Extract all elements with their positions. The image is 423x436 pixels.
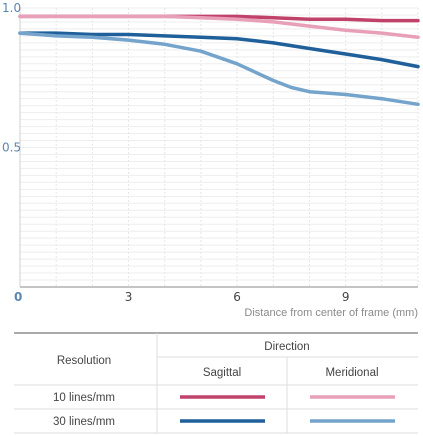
- y-tick-label: 0.5: [2, 141, 21, 155]
- x-tick-label: 3: [125, 290, 133, 304]
- legend-meridional-header: Meridional: [325, 367, 378, 379]
- x-axis-label: Distance from center of frame (mm): [244, 307, 418, 319]
- mtf-chart: 0 3 6 9 0.5 1.0 Distance from center of frame…: [2, 1, 420, 319]
- chart-grid: [19, 7, 419, 288]
- chart-ticks: 0 3 6 9 0.5 1.0: [2, 1, 349, 304]
- legend-sagittal-header: Sagittal: [203, 367, 241, 379]
- series-line-2: [18, 31, 420, 69]
- series-line-1: [18, 14, 420, 40]
- legend-direction-header: Direction: [264, 341, 309, 353]
- series-line-3: [18, 31, 420, 107]
- x-tick-label: 9: [342, 290, 350, 304]
- legend-row-label-10: 10 lines/mm: [53, 392, 115, 404]
- chart-axes: [19, 8, 418, 288]
- x-tick-label: 6: [233, 290, 241, 304]
- x-tick-label: 0: [14, 290, 22, 304]
- legend-resolution-header: Resolution: [57, 355, 111, 367]
- legend-row-label-30: 30 lines/mm: [53, 416, 115, 428]
- y-tick-label: 1.0: [2, 1, 21, 15]
- chart-series: [18, 14, 420, 107]
